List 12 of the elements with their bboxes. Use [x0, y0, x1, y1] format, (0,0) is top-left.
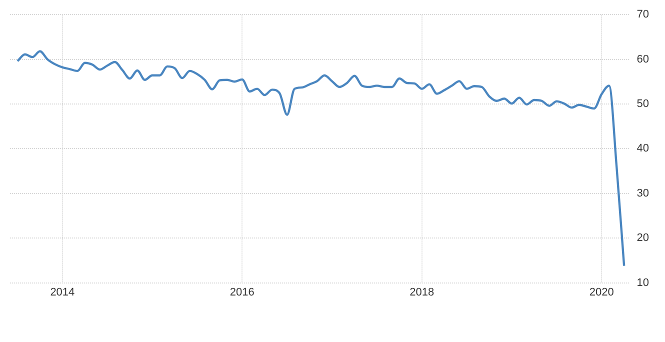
- y-tick-label: 30: [636, 187, 650, 200]
- y-tick-label: 60: [636, 53, 650, 66]
- y-tick-label: 40: [636, 142, 650, 155]
- y-tick-label: 70: [636, 8, 650, 21]
- x-tick-label: 2016: [230, 286, 254, 298]
- x-tick-label: 2018: [410, 286, 434, 298]
- y-tick-label: 20: [636, 232, 650, 244]
- x-tick-label: 2014: [50, 286, 75, 298]
- y-tick-label: 50: [636, 98, 650, 110]
- y-tick-label: 10: [636, 276, 650, 289]
- line-series: [16, 50, 626, 267]
- x-tick-label: 2020: [589, 286, 614, 298]
